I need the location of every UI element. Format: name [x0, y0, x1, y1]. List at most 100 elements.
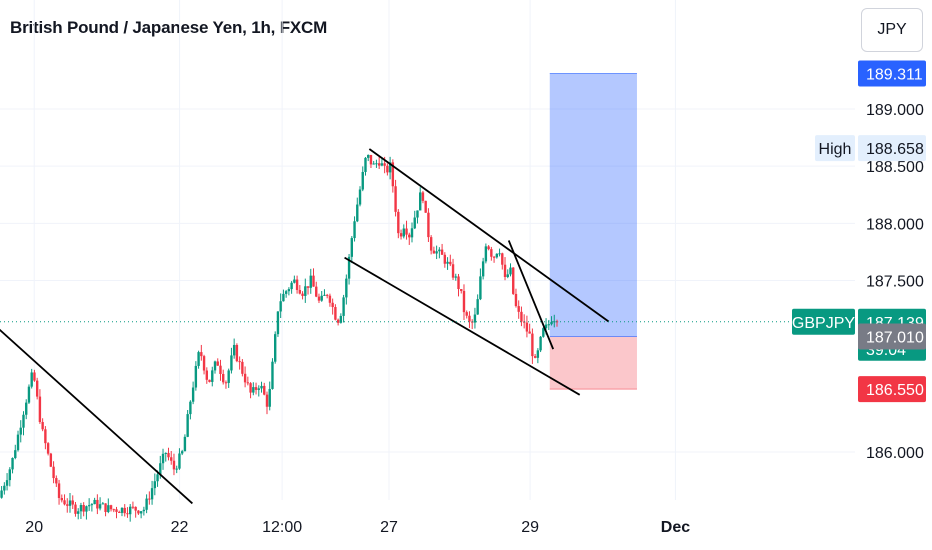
candle-body: [82, 505, 85, 512]
candle-body: [38, 396, 42, 423]
position-zones: [549, 72, 637, 390]
candle-body: [484, 246, 488, 262]
candle-body: [284, 291, 288, 294]
stop-zone: [549, 336, 637, 390]
target-price-value: 189.311: [866, 66, 923, 83]
target-zone: [549, 73, 637, 337]
candle-body: [19, 427, 22, 435]
candle-body: [175, 468, 178, 470]
candle-body: [495, 253, 499, 258]
candle-body: [356, 204, 359, 222]
candle-body: [30, 372, 33, 387]
candle-body: [375, 163, 378, 165]
candle-body: [161, 453, 165, 464]
candle-body: [90, 504, 94, 506]
candle-body: [533, 356, 537, 358]
time-tick-label: 20: [25, 519, 43, 536]
candle-body: [25, 402, 28, 415]
price-tick-label: 188.500: [866, 159, 924, 176]
candle-body: [60, 498, 63, 501]
candle-body: [539, 336, 542, 351]
time-axis[interactable]: 20 22 12:00 27 29 Dec: [25, 519, 690, 536]
candle-body: [3, 485, 6, 491]
candle-body: [397, 211, 400, 234]
candle-body: [16, 434, 20, 451]
time-tick-label: 27: [380, 519, 398, 536]
candle-body: [293, 279, 296, 283]
candle-body: [257, 388, 260, 390]
candle-body: [462, 290, 466, 313]
candle-body: [364, 157, 367, 172]
symbol-tag-label: GBPJPY: [792, 315, 855, 332]
candle-body: [377, 163, 381, 166]
entry-price-value: 187.010: [866, 330, 924, 347]
price-tags: 189.311187.13939:04GBPJPY187.010186.550H…: [792, 60, 926, 403]
candle-body: [33, 372, 36, 381]
candle-body: [77, 511, 80, 514]
candle-body: [189, 401, 192, 415]
candle-body: [150, 488, 154, 500]
candle-body: [542, 328, 545, 337]
candle-body: [487, 246, 490, 250]
candle-body: [137, 510, 140, 514]
price-axis[interactable]: 186.000 187.500 188.000 188.500 189.000: [866, 102, 924, 462]
candle-body: [145, 498, 148, 510]
candle-body: [211, 370, 214, 382]
candle-body: [268, 388, 271, 407]
candle-body: [131, 506, 135, 508]
candle-body: [197, 352, 200, 366]
candle-body: [170, 457, 173, 461]
grid-lines: [0, 0, 855, 500]
candle-body: [438, 249, 441, 252]
candle-body: [0, 490, 3, 498]
candle-body: [509, 267, 512, 275]
candle-body: [118, 511, 121, 513]
price-tick-label: 187.500: [866, 274, 924, 291]
trendlines[interactable]: [0, 148, 610, 505]
candle-body: [358, 189, 362, 205]
candle-body: [107, 505, 110, 512]
candle-body: [142, 509, 146, 512]
candle-body: [252, 387, 255, 393]
candle-body: [41, 422, 44, 430]
candle-body: [191, 387, 195, 402]
time-tick-label: Dec: [661, 519, 690, 536]
stop-price-tag: [858, 376, 926, 403]
candle-body: [416, 210, 419, 218]
candle-body: [276, 311, 280, 335]
candle-body: [55, 478, 58, 484]
candle-body: [230, 355, 233, 371]
candle-body: [503, 264, 507, 277]
candle-body: [260, 385, 263, 389]
candle-body: [309, 275, 312, 288]
candle-body: [555, 321, 559, 323]
candle-body: [134, 506, 137, 511]
currency-selector[interactable]: JPY: [861, 8, 923, 52]
candle-body: [120, 507, 124, 513]
candle-body: [213, 361, 217, 371]
candle-body: [440, 249, 444, 255]
candle-body: [49, 453, 53, 467]
candle-body: [243, 373, 247, 383]
price-tick-label: 189.000: [866, 102, 924, 119]
candle-body: [274, 334, 277, 362]
candle-body: [128, 506, 132, 515]
trendline-4: [507, 240, 555, 350]
candle-body: [399, 233, 403, 237]
candle-body: [52, 466, 55, 479]
candle-body: [334, 307, 337, 320]
candle-body: [342, 297, 345, 316]
candles: [0, 154, 559, 522]
candle-body: [460, 289, 463, 291]
candle-body: [85, 506, 88, 512]
candle-body: [479, 276, 482, 300]
candle-body: [476, 299, 479, 315]
trendline-1: [0, 328, 193, 505]
candle-body: [66, 504, 69, 506]
high-price-value: 188.658: [866, 141, 924, 158]
candle-body: [361, 171, 364, 190]
candle-body: [315, 286, 318, 297]
candle-body: [282, 293, 285, 302]
candle-body: [454, 276, 457, 278]
